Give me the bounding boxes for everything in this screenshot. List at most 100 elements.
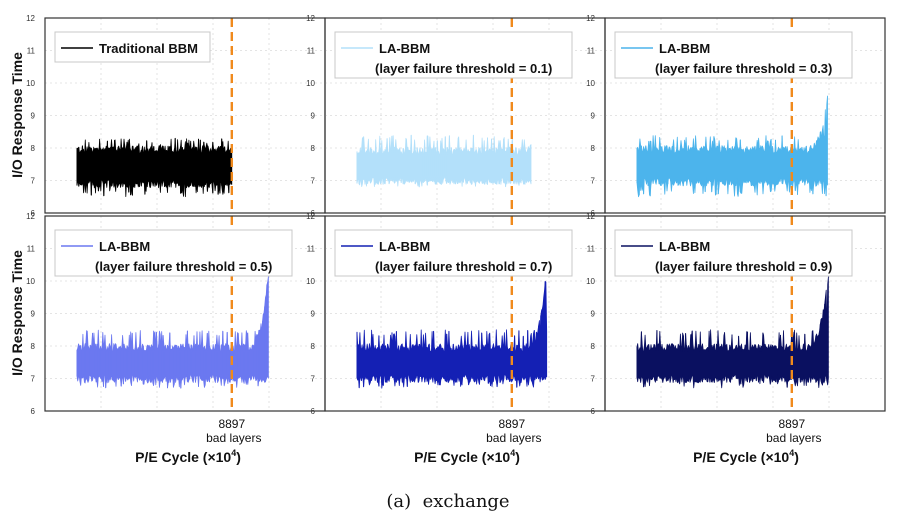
marker-value-label: 8897 <box>778 417 805 431</box>
x-axis-label-col-3: P/E Cycle (×104) <box>693 448 799 465</box>
legend-entry: (layer failure threshold = 0.3) <box>655 61 832 76</box>
legend: Traditional BBM <box>54 31 211 63</box>
marker-text-label: bad layers <box>206 431 261 445</box>
series-spikes <box>356 135 531 187</box>
chart-panel-1: 6 7 8 9 10 11 12 Traditional BBM <box>26 14 326 218</box>
x-axis-label-text: P/E Cycle (×10 <box>693 449 789 465</box>
marker-value-label: 8897 <box>498 417 525 431</box>
y-tick-label: 11 <box>27 47 36 56</box>
y-tick-label: 7 <box>31 177 36 186</box>
y-tick-label: 8 <box>591 342 596 351</box>
x-axis-label-exponent: 4 <box>789 448 794 458</box>
x-axis-label-close: ) <box>236 449 241 465</box>
y-tick-label: 8 <box>311 144 316 153</box>
y-tick-label: 6 <box>591 407 596 416</box>
y-tick-label: 8 <box>31 144 36 153</box>
y-tick-label: 12 <box>586 14 595 23</box>
legend-entry: LA-BBM <box>379 239 430 254</box>
legend: LA-BBM (layer failure threshold = 0.3) <box>614 31 853 79</box>
y-tick-label: 10 <box>306 277 315 286</box>
y-tick-label: 11 <box>587 245 596 254</box>
panel-grid: 6 7 8 9 10 11 12 Traditional BBM 6 7 8 9 10 11 12 LA-BB… <box>26 14 886 445</box>
x-axis-label-text: P/E Cycle (×10 <box>414 449 510 465</box>
y-tick-label: 6 <box>31 407 36 416</box>
series-spikes <box>76 138 232 196</box>
legend-entry: (layer failure threshold = 0.1) <box>375 61 552 76</box>
y-tick-label: 6 <box>311 407 316 416</box>
y-tick-label: 9 <box>591 112 596 121</box>
legend-box <box>54 31 211 63</box>
legend-box <box>614 229 853 277</box>
x-axis-label-exponent: 4 <box>231 448 236 458</box>
legend-entry: LA-BBM <box>379 41 430 56</box>
y-tick-label: 12 <box>26 212 35 221</box>
panel-frame <box>604 215 886 412</box>
y-tick-label: 8 <box>31 342 36 351</box>
legend-entry: LA-BBM <box>659 239 710 254</box>
chart-panel-2: 6 7 8 9 10 11 12 LA-BBM (layer failure threshold… <box>306 14 606 218</box>
legend-entry: LA-BBM <box>99 239 150 254</box>
y-tick-label: 7 <box>311 375 316 384</box>
marker-value-label: 8897 <box>218 417 245 431</box>
y-tick-label: 12 <box>306 212 315 221</box>
legend-entry: LA-BBM <box>659 41 710 56</box>
legend-box <box>614 31 853 79</box>
svg-text:P/E Cycle (×104): P/E Cycle (×104) <box>693 448 799 465</box>
legend-box <box>54 229 293 277</box>
x-axis-label-text: P/E Cycle (×10 <box>135 449 231 465</box>
y-tick-label: 12 <box>26 14 35 23</box>
legend-entry: Traditional BBM <box>99 41 198 56</box>
series-spikes <box>76 284 268 389</box>
y-tick-label: 9 <box>311 112 316 121</box>
panel-frame <box>604 17 886 214</box>
marker-text-label: bad layers <box>766 431 821 445</box>
y-tick-label: 10 <box>26 79 35 88</box>
chart-panel-5: 6 7 8 9 10 11 12 LA-BBM (layer failure threshold… <box>306 212 606 445</box>
y-tick-label: 7 <box>311 177 316 186</box>
chart-panel-3: 6 7 8 9 10 11 12 LA-BBM (layer failure threshold… <box>586 14 886 218</box>
y-tick-label: 10 <box>586 277 595 286</box>
y-tick-label: 9 <box>31 310 36 319</box>
y-tick-label: 11 <box>587 47 596 56</box>
y-tick-label: 12 <box>306 14 315 23</box>
x-axis-label-col-1: P/E Cycle (×104) <box>135 448 241 465</box>
legend: LA-BBM (layer failure threshold = 0.1) <box>334 31 573 79</box>
chart-panel-4: 6 7 8 9 10 11 12 LA-BBM (layer failure threshold… <box>26 212 326 445</box>
series-spikes <box>356 281 546 388</box>
y-tick-label: 6 <box>591 209 596 218</box>
y-tick-label: 6 <box>311 209 316 218</box>
marker-text-label: bad layers <box>486 431 541 445</box>
y-tick-label: 7 <box>591 177 596 186</box>
y-tick-label: 7 <box>31 375 36 384</box>
x-axis-label-col-2: P/E Cycle (×104) <box>414 448 520 465</box>
svg-text:P/E Cycle (×104): P/E Cycle (×104) <box>135 448 241 465</box>
y-tick-label: 11 <box>307 47 316 56</box>
y-tick-label: 7 <box>591 375 596 384</box>
series-spikes <box>636 304 828 388</box>
y-tick-label: 10 <box>586 79 595 88</box>
y-tick-label: 9 <box>591 310 596 319</box>
y-tick-label: 10 <box>26 277 35 286</box>
y-tick-label: 10 <box>306 79 315 88</box>
legend: LA-BBM (layer failure threshold = 0.7) <box>334 229 573 277</box>
y-tick-label: 9 <box>311 310 316 319</box>
legend-entry: (layer failure threshold = 0.9) <box>655 259 832 274</box>
legend-box <box>334 31 573 79</box>
y-axis-label-bottom: I/O Response Time <box>9 250 25 376</box>
y-tick-label: 6 <box>31 209 36 218</box>
y-tick-label: 8 <box>591 144 596 153</box>
legend-entry: (layer failure threshold = 0.5) <box>95 259 272 274</box>
legend: LA-BBM (layer failure threshold = 0.9) <box>614 229 853 277</box>
y-axis-label-top: I/O Response Time <box>9 52 25 178</box>
y-tick-label: 11 <box>307 245 316 254</box>
figure-caption: (a) exchange <box>386 491 509 512</box>
x-axis-label-close: ) <box>794 449 799 465</box>
x-axis-label-exponent: 4 <box>510 448 515 458</box>
legend-box <box>334 229 573 277</box>
series-spikes <box>636 135 827 197</box>
y-tick-label: 11 <box>27 245 36 254</box>
legend: LA-BBM (layer failure threshold = 0.5) <box>54 229 293 277</box>
y-tick-label: 9 <box>31 112 36 121</box>
chart-panel-6: 6 7 8 9 10 11 12 LA-BBM (layer failure threshold… <box>586 212 886 445</box>
